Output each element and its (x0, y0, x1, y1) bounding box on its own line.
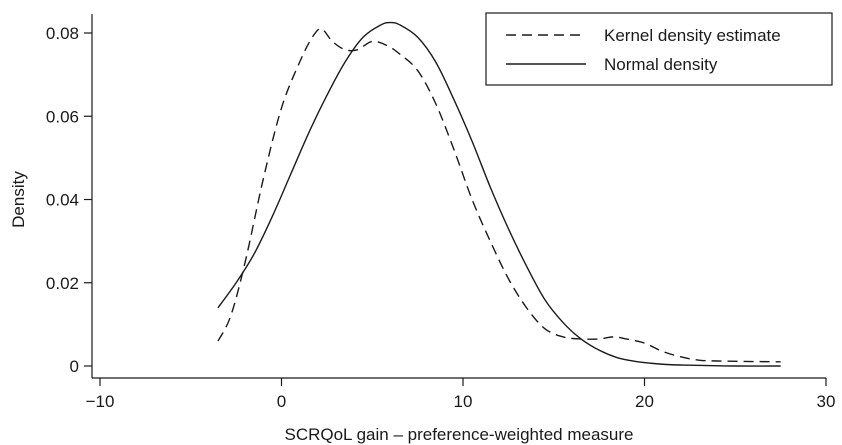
normal-density-line (217, 21, 781, 367)
x-tick-label: −10 (86, 392, 115, 411)
y-tick-label: 0.02 (46, 274, 79, 293)
axes: 0 0.02 0.04 0.06 0.08 −10 0 10 20 30 (46, 14, 836, 411)
y-tick-label: 0.08 (46, 24, 79, 43)
x-tick-label: 20 (635, 392, 654, 411)
x-tick-label: 10 (454, 392, 473, 411)
x-tick-label: 0 (277, 392, 286, 411)
legend-label-kernel: Kernel density estimate (604, 26, 781, 45)
legend-label-normal: Normal density (604, 55, 718, 74)
y-tick-label: 0.06 (46, 107, 79, 126)
x-axis-title: SCRQoL gain – preference-weighted measur… (284, 425, 633, 444)
y-axis-title: Density (9, 171, 28, 228)
legend: Kernel density estimate Normal density (485, 12, 833, 86)
kernel-density-line (217, 28, 781, 363)
legend-box (485, 12, 833, 86)
y-tick-label: 0 (70, 357, 79, 376)
series-layer (217, 21, 781, 367)
x-tick-label: 30 (817, 392, 836, 411)
y-tick-label: 0.04 (46, 191, 79, 210)
